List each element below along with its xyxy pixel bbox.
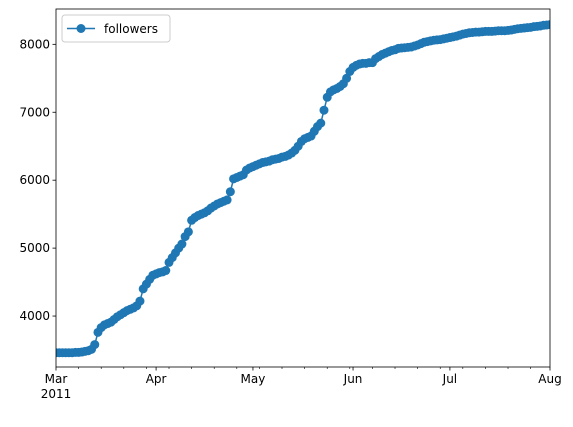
data-point	[135, 296, 145, 306]
data-point	[319, 105, 329, 115]
y-tick-label: 8000	[19, 37, 50, 51]
plot-frame	[55, 8, 551, 368]
data-point	[225, 187, 235, 197]
legend-box	[61, 14, 171, 43]
data-point	[545, 20, 550, 30]
data-point	[342, 73, 352, 83]
data-point	[177, 239, 187, 249]
y-tick-label: 7000	[19, 105, 50, 119]
legend: followers	[61, 14, 171, 43]
x-tick-label: Apr	[146, 372, 167, 386]
x-tick-label: Jun	[343, 372, 363, 386]
data-point	[161, 266, 171, 276]
data-point	[90, 340, 100, 350]
x-tick-label: May	[241, 372, 266, 386]
data-point	[183, 227, 193, 237]
data-point	[222, 195, 232, 205]
x-tick-label: Jul	[442, 372, 457, 386]
legend-marker-swatch	[76, 24, 86, 33]
y-tick-label: 6000	[19, 173, 50, 187]
x-tick-sublabel: 2011	[41, 387, 72, 401]
y-tick-label: 5000	[19, 241, 50, 255]
y-axis: 4000 5000 6000 7000 8000	[19, 37, 56, 323]
series-layer	[56, 20, 550, 358]
x-tick-label: Aug	[538, 372, 561, 386]
legend-label-followers: followers	[104, 22, 158, 36]
data-point	[316, 118, 326, 128]
y-tick-label: 4000	[19, 309, 50, 323]
x-tick-label: Mar	[45, 372, 68, 386]
